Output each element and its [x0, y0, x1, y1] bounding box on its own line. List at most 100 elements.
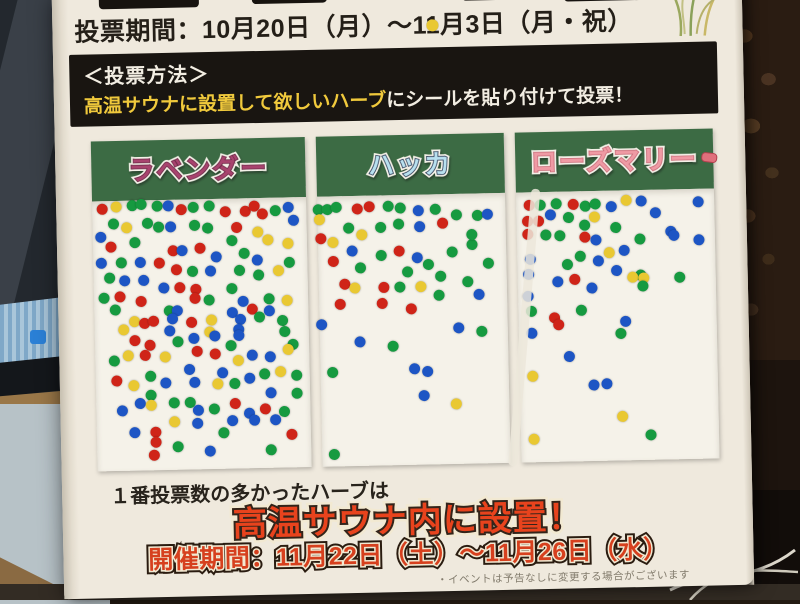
vote-sticker-r [135, 295, 147, 307]
vote-sticker-g [203, 200, 215, 212]
vote-sticker-r [114, 290, 126, 303]
vote-sticker-g [446, 245, 458, 258]
vote-sticker-y [450, 397, 462, 410]
vote-sticker-y [262, 234, 274, 246]
vote-sticker-g [476, 325, 488, 337]
board-rosemary-label: ローズマリー ローズマリー ローズマリー [528, 141, 700, 179]
method-highlight: 高温サウナに設置して欲しいハーブ [83, 90, 387, 118]
vote-sticker-g [187, 201, 199, 214]
vote-sticker-r [351, 203, 363, 215]
vote-sticker-y [128, 316, 140, 328]
vote-sticker-r [339, 278, 351, 291]
vote-sticker-g [561, 258, 574, 271]
vote-sticker-y [527, 370, 539, 382]
vote-sticker-g [265, 443, 278, 456]
vote-sticker-g [615, 327, 627, 339]
vote-sticker-b [668, 229, 680, 242]
board-rosemary: ローズマリー ローズマリー ローズマリー [514, 128, 720, 463]
vote-sticker-g [225, 339, 237, 352]
vote-sticker-y [128, 379, 140, 391]
vote-sticker-b [204, 265, 216, 277]
vote-sticker-b [233, 329, 245, 341]
vote-sticker-b [422, 365, 434, 377]
vote-sticker-r [191, 345, 204, 357]
vote-sticker-g [115, 256, 128, 269]
vote-sticker-r [393, 245, 406, 258]
vote-sticker-y [212, 377, 224, 390]
vote-sticker-g [151, 200, 163, 212]
vote-sticker-r [128, 334, 141, 346]
vote-sticker-g [550, 198, 562, 210]
vote-sticker-r [175, 204, 187, 216]
vote-sticker-g [128, 237, 141, 249]
vote-sticker-b [119, 275, 131, 287]
vote-sticker-g [238, 247, 250, 259]
vote-sticker-g [291, 387, 303, 399]
vote-sticker-g [229, 377, 241, 389]
vote-sticker-g [579, 200, 591, 213]
vote-sticker-g [218, 427, 230, 439]
vote-sticker-y [620, 194, 633, 207]
vote-sticker-b [193, 405, 205, 417]
vote-sticker-b [563, 351, 576, 363]
board-rosemary-header: ローズマリー ローズマリー ローズマリー [514, 128, 718, 193]
vote-sticker-b [246, 349, 258, 361]
vote-sticker-b [251, 253, 263, 266]
vote-sticker-r [153, 257, 165, 269]
vote-sticker-y [146, 399, 158, 412]
vote-sticker-b [162, 200, 174, 212]
vote-sticker-g [471, 209, 483, 221]
vote-sticker-r [259, 403, 271, 415]
vote-sticker-g [107, 218, 120, 231]
vote-sticker-g [263, 292, 276, 305]
stray-pink-sticker [700, 151, 718, 164]
method-rest: にシールを貼り付けて投票！ [386, 85, 634, 112]
vote-sticker-g [574, 250, 586, 262]
vote-sticker-r [286, 428, 298, 441]
vote-sticker-b [411, 251, 424, 263]
vote-sticker-b [160, 377, 172, 389]
vote-sticker-y [589, 210, 601, 223]
vote-sticker-g [483, 257, 495, 269]
vote-sticker-b [412, 205, 425, 217]
title-fragment [251, 0, 327, 5]
vote-sticker-g [387, 340, 399, 352]
vote-sticker-y [121, 221, 133, 234]
vote-sticker-b [408, 362, 421, 374]
vote-sticker-g [462, 276, 474, 288]
vote-sticker-g [330, 202, 342, 214]
poster-board: 投票期間：10月20日（月）〜11月3日（月・祝） ＜投票方法＞ 高温サウナに設… [51, 0, 755, 600]
vote-sticker-y [272, 264, 284, 277]
vote-sticker-b [189, 376, 201, 388]
vote-sticker-r [111, 374, 123, 387]
vote-sticker-g [433, 289, 445, 301]
vote-sticker-b [165, 220, 177, 233]
vote-sticker-g [553, 230, 566, 242]
vote-sticker-b [692, 196, 705, 208]
vote-sticker-y [282, 343, 294, 356]
vote-sticker-y [327, 236, 340, 249]
vote-sticker-b [249, 414, 261, 426]
vote-sticker-r [328, 255, 340, 267]
vote-sticker-g [395, 202, 407, 214]
vote-sticker-b [183, 364, 196, 376]
vote-sticker-y [118, 324, 130, 336]
vote-sticker-b [226, 414, 238, 426]
vote-sticker-b [593, 255, 605, 267]
vote-sticker-g [291, 369, 303, 381]
board-hakka: ハッカ ハッカ ハッカ [312, 132, 511, 467]
plant-illustration [668, 0, 721, 37]
vote-sticker-b [188, 332, 200, 344]
vote-sticker-r [567, 199, 580, 211]
vote-sticker-b [264, 305, 276, 317]
vote-sticker-r [363, 201, 375, 213]
vote-sticker-y [313, 214, 326, 226]
title-fragment [461, 0, 520, 1]
vote-sticker-b [134, 256, 146, 268]
vote-sticker-b [134, 398, 146, 410]
vote-sticker-r [173, 282, 186, 294]
vote-sticker-b [588, 379, 600, 391]
vote-sticker-g [634, 233, 646, 246]
vote-sticker-g [562, 211, 575, 223]
vote-sticker-b [158, 282, 170, 294]
